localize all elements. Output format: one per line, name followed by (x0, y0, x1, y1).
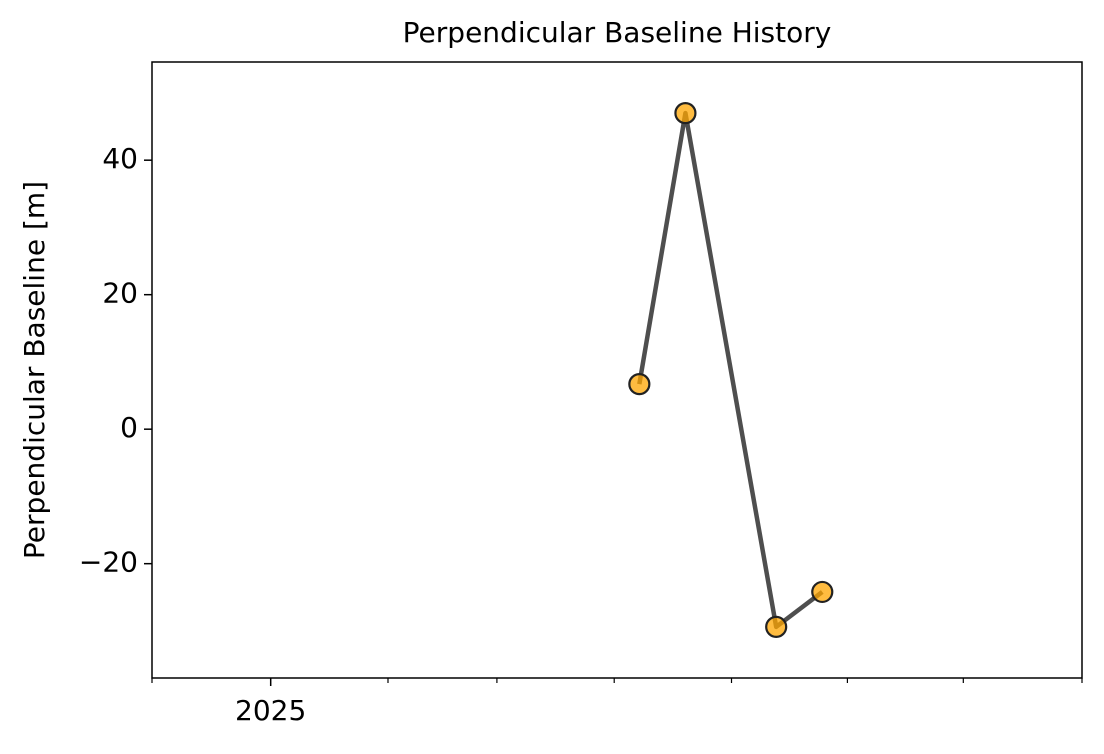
y-tick-label: 20 (102, 277, 138, 310)
marker (765, 615, 788, 638)
y-tick-label: 0 (120, 411, 138, 444)
marker (674, 102, 697, 125)
line (637, 110, 824, 630)
plot-frame (151, 61, 1083, 679)
y-axis-label: Perpendicular Baseline [m] (18, 181, 51, 559)
y-tick-label: −20 (79, 546, 138, 579)
marker (811, 580, 834, 604)
marker (628, 373, 651, 396)
y-tick-label: 40 (102, 142, 138, 175)
x-tick-label: 2025 (235, 694, 306, 727)
chart-title: Perpendicular Baseline History (403, 16, 832, 49)
